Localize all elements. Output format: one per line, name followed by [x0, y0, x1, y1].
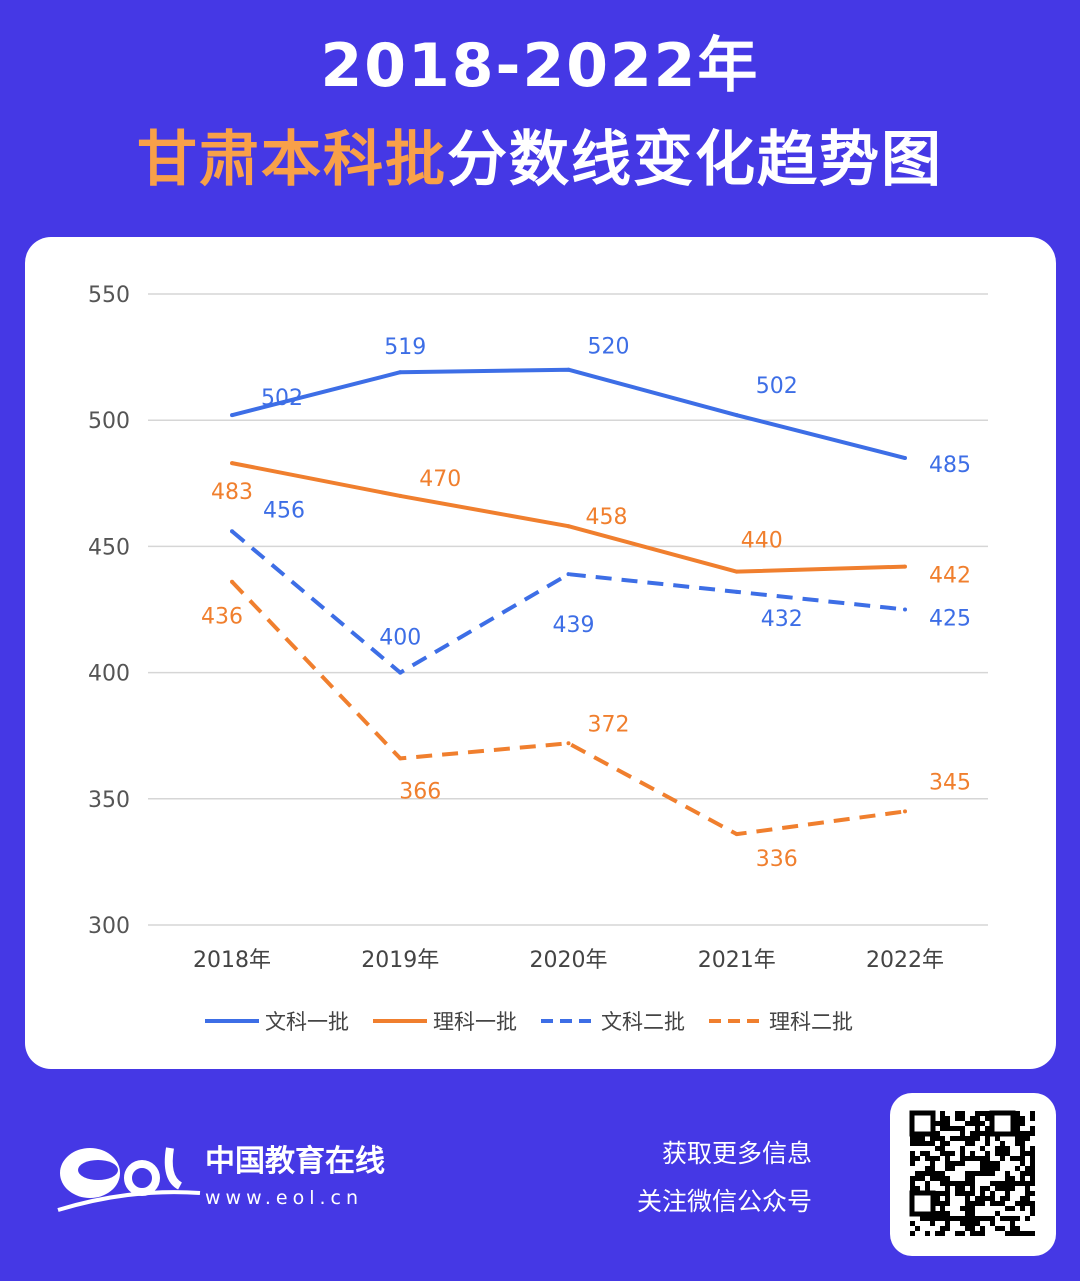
- data-label: 436: [201, 605, 243, 630]
- series-line: [231, 367, 906, 460]
- data-point: [903, 564, 907, 569]
- data-label: 345: [929, 770, 971, 795]
- data-label: 432: [761, 607, 803, 632]
- info-line1: 获取更多信息: [661, 1139, 812, 1168]
- data-label: 336: [756, 847, 798, 872]
- x-tick-label: 2021年: [698, 948, 776, 973]
- title-line1: 2018-2022年: [320, 31, 760, 101]
- data-point: [398, 756, 403, 761]
- data-point: [734, 569, 739, 574]
- info-line2: 关注微信公众号: [636, 1187, 812, 1216]
- data-label: 502: [756, 374, 798, 399]
- data-label: 439: [553, 613, 595, 638]
- y-tick-label: 500: [88, 409, 130, 434]
- data-label: 366: [399, 779, 441, 804]
- data-label: 400: [379, 626, 421, 651]
- data-label: 485: [929, 453, 971, 478]
- y-tick-label: 300: [88, 914, 130, 939]
- legend-label: 文科二批: [601, 1010, 685, 1034]
- data-label: 372: [588, 712, 630, 737]
- title-rest: 分数线变化趋势图: [447, 125, 943, 195]
- legend-label: 理科二批: [769, 1010, 853, 1034]
- chart-card: [25, 237, 1056, 1069]
- qr-code[interactable]: [890, 1093, 1056, 1256]
- data-point: [230, 413, 234, 418]
- y-tick-label: 550: [88, 283, 130, 308]
- data-point: [734, 832, 739, 837]
- y-tick-label: 450: [88, 535, 130, 560]
- data-point: [398, 670, 403, 675]
- data-point: [903, 456, 907, 461]
- title-highlight: 甘肃本科批: [137, 125, 447, 195]
- data-label: 458: [586, 505, 628, 530]
- data-point: [566, 524, 571, 529]
- qr-code-image: [909, 1110, 1035, 1236]
- series-line: [230, 580, 906, 837]
- brand-url[interactable]: www.eol.cn: [205, 1187, 364, 1209]
- data-label: 483: [211, 480, 253, 505]
- data-label: 425: [929, 607, 971, 632]
- legend-label: 文科一批: [265, 1010, 349, 1034]
- data-point: [230, 461, 234, 466]
- x-tick-label: 2018年: [193, 948, 271, 973]
- x-tick-label: 2022年: [866, 948, 944, 973]
- brand-name: 中国教育在线: [205, 1144, 385, 1179]
- y-tick-label: 350: [88, 788, 130, 813]
- data-label: 502: [261, 386, 303, 411]
- data-point: [903, 809, 907, 814]
- data-point: [566, 367, 571, 372]
- follow-info: 获取更多信息关注微信公众号: [637, 1130, 812, 1226]
- data-point: [566, 572, 571, 577]
- data-point: [230, 529, 234, 534]
- series-line: [230, 529, 906, 675]
- data-point: [398, 493, 403, 498]
- legend-label: 理科一批: [433, 1010, 517, 1034]
- data-label: 442: [929, 564, 971, 589]
- data-label: 520: [588, 335, 630, 360]
- data-point: [903, 607, 907, 612]
- eol-logo: [57, 1147, 201, 1212]
- x-tick-label: 2019年: [361, 948, 439, 973]
- data-point: [398, 370, 403, 375]
- series-line: [231, 461, 906, 574]
- data-point: [230, 579, 234, 584]
- data-point: [566, 741, 571, 746]
- data-label: 440: [741, 529, 783, 554]
- data-point: [734, 589, 739, 594]
- x-tick-label: 2020年: [530, 948, 608, 973]
- data-point: [734, 413, 739, 418]
- data-label: 456: [263, 498, 305, 523]
- data-label: 470: [419, 467, 461, 492]
- y-tick-label: 400: [88, 662, 130, 687]
- data-label: 519: [384, 335, 426, 360]
- title-line2: 甘肃本科批分数线变化趋势图: [0, 124, 1080, 196]
